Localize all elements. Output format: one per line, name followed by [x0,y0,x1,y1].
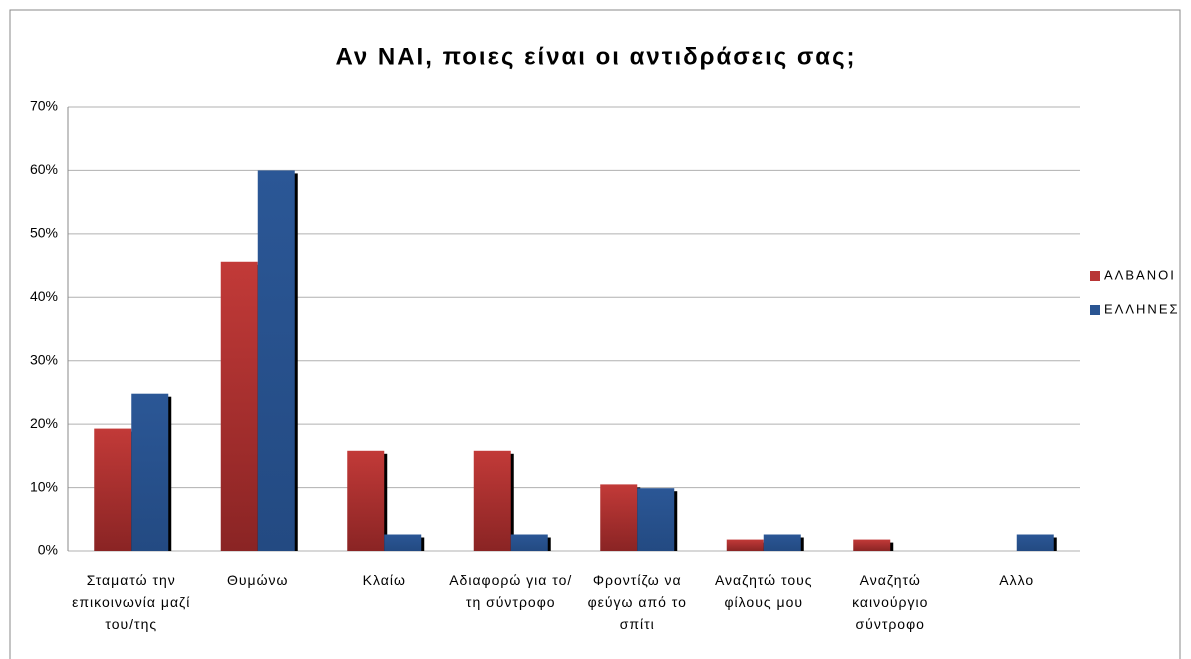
bar [384,534,422,551]
legend-swatch [1090,305,1100,315]
y-tick-label: 0% [38,542,58,558]
y-tick-label: 20% [30,415,58,431]
bar [853,539,891,551]
bar [220,261,258,551]
legend-label: ΕΛΛΗΝΕΣ [1104,301,1180,316]
bar [131,393,169,551]
x-tick-label: Θυμώνω [227,572,289,588]
y-tick-label: 60% [30,161,58,177]
bar [257,170,295,551]
x-tick-label: Κλαίω [362,572,406,588]
chart-title: Αν ΝΑΙ, ποιες είναι οι αντιδράσεις σας; [335,43,856,70]
y-tick-label: 50% [30,225,58,241]
x-tick-label: Σταματώ την επικοινωνία μαζί του/της [72,572,191,632]
bar [637,488,675,551]
bar [473,450,511,551]
x-tick-label: Φροντίζω να φεύγω από το σπίτι [587,572,687,632]
bar [510,534,548,551]
legend-swatch [1090,271,1100,281]
y-tick-label: 40% [30,288,58,304]
bar [347,450,385,551]
bar [94,428,132,551]
x-tick-label: Αναζητώ τους φίλους μου [714,572,813,610]
bar [600,484,638,551]
bar [726,539,764,551]
x-tick-label: Αδιαφορώ για το/τη σύντροφο [449,572,573,610]
x-tick-label: Αναζητώ καινούργιο σύντροφο [852,572,929,632]
x-tick-label: Αλλο [999,572,1035,588]
bar [763,534,801,551]
legend-label: ΑΛΒΑΝΟΙ [1104,267,1176,282]
bar [1016,534,1054,551]
y-tick-label: 30% [30,351,58,367]
y-tick-label: 10% [30,478,58,494]
frame [9,9,1181,659]
y-tick-label: 70% [30,98,58,114]
